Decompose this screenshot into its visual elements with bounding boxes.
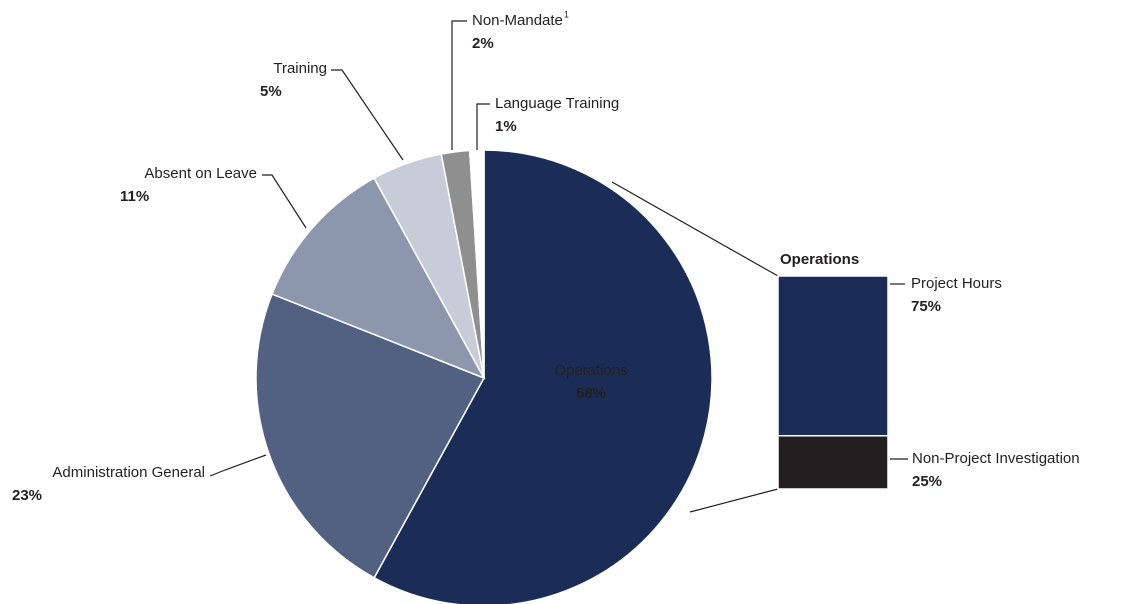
slice-label: Training xyxy=(273,60,327,77)
connector xyxy=(689,488,779,513)
bar-segment xyxy=(777,275,889,437)
leader-line xyxy=(262,174,307,229)
pie-slice xyxy=(373,149,713,604)
bar-title: Operations xyxy=(780,251,859,268)
slice-label: Non-Mandate xyxy=(472,12,563,29)
pie-slice xyxy=(271,177,486,380)
slice-value-label: 1% xyxy=(495,118,517,135)
pie-slice xyxy=(468,149,485,379)
footnote-mark: 1 xyxy=(564,9,569,19)
slice-value-label: 11% xyxy=(120,188,149,205)
segment-label: Non-Project Investigation xyxy=(912,450,1080,467)
slice-label: Operations xyxy=(554,362,627,379)
pie-slice xyxy=(255,293,486,579)
slice-label: Administration General xyxy=(52,464,205,481)
slice-value-label: 5% xyxy=(260,83,282,100)
slice-label: Language Training xyxy=(495,95,619,112)
leader-line xyxy=(331,69,404,161)
leader-line xyxy=(209,454,267,477)
segment-value-label: 75% xyxy=(911,298,941,315)
slice-value-label: 2% xyxy=(472,35,494,52)
segment-value-label: 25% xyxy=(912,473,942,490)
connector xyxy=(611,181,779,277)
leader-line xyxy=(451,20,467,150)
bar-segment xyxy=(777,435,889,490)
slice-value-label: 58% xyxy=(576,385,606,402)
slice-value-label: 23% xyxy=(12,487,42,504)
leader-line xyxy=(476,103,490,150)
segment-label: Project Hours xyxy=(911,275,1002,292)
slice-label: Absent on Leave xyxy=(144,165,257,182)
